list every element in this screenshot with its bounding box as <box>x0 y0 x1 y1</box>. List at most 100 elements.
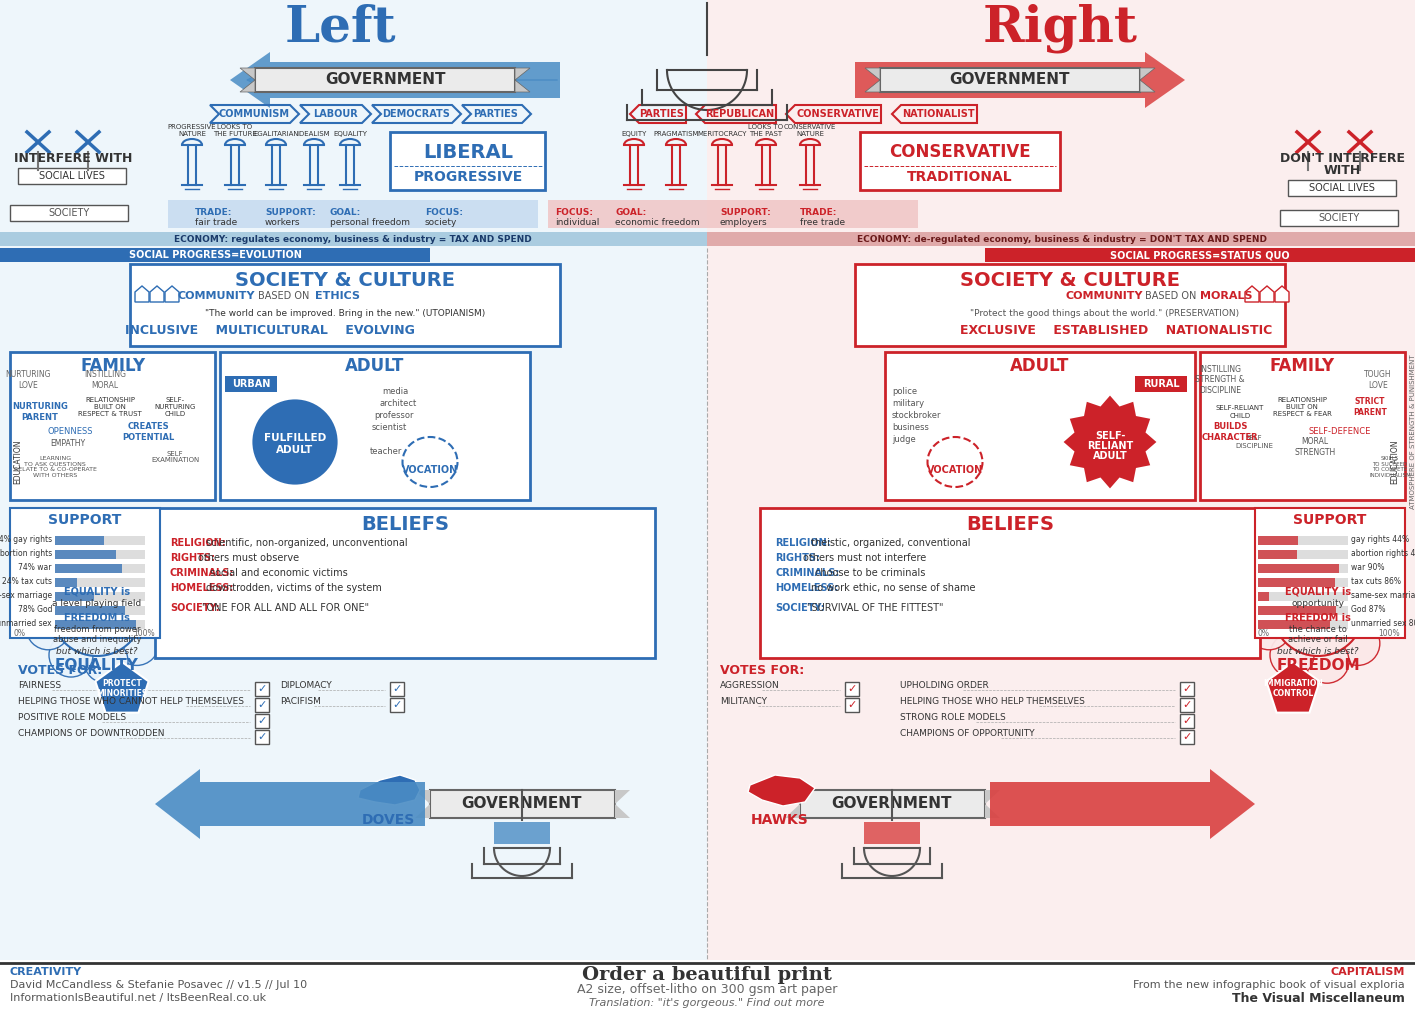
Bar <box>845 698 859 712</box>
Polygon shape <box>1259 286 1274 301</box>
Circle shape <box>1271 633 1315 677</box>
Text: URBAN: URBAN <box>232 379 270 389</box>
Text: PRAGMATISM: PRAGMATISM <box>654 131 699 137</box>
Text: teacher: teacher <box>369 448 402 457</box>
Text: MORAL
STRENGTH: MORAL STRENGTH <box>1295 437 1336 457</box>
Text: RELIGION:: RELIGION: <box>170 538 226 548</box>
Bar <box>708 232 1415 246</box>
Text: NATIONALIST: NATIONALIST <box>903 109 975 119</box>
Bar <box>1281 210 1398 226</box>
Text: CONSERVATIVE
NATURE: CONSERVATIVE NATURE <box>784 124 836 137</box>
Text: ADULT: ADULT <box>1092 451 1128 461</box>
Text: ✓: ✓ <box>1183 700 1191 710</box>
Text: SKILLS
TO SUCCEED
TO COMPETE
INDIVIDUALISM: SKILLS TO SUCCEED TO COMPETE INDIVIDUALI… <box>1370 456 1411 478</box>
Circle shape <box>250 398 340 486</box>
Circle shape <box>1336 555 1380 599</box>
Polygon shape <box>241 80 255 92</box>
Text: HELPING THOSE WHO HELP THEMSELVES: HELPING THOSE WHO HELP THEMSELVES <box>900 697 1085 706</box>
Text: IDEALISM: IDEALISM <box>297 131 330 137</box>
Text: HOMELESS:: HOMELESS: <box>170 583 233 593</box>
Bar <box>1180 730 1194 744</box>
Text: LOOKS TO
THE PAST: LOOKS TO THE PAST <box>749 124 784 137</box>
Text: ATMOSPHERE OF STRENGTH & PUNISHMENT: ATMOSPHERE OF STRENGTH & PUNISHMENT <box>1409 355 1415 509</box>
Circle shape <box>1305 537 1348 580</box>
Text: FREEDOM is: FREEDOM is <box>1285 613 1351 623</box>
Text: COMMUNITY: COMMUNITY <box>1065 291 1142 301</box>
Circle shape <box>83 537 127 580</box>
Text: individual: individual <box>555 218 600 227</box>
Text: professor: professor <box>374 412 413 420</box>
Bar <box>130 264 560 346</box>
Bar <box>55 536 103 545</box>
Bar <box>55 578 144 587</box>
Text: BUILDS
CHARACTER: BUILDS CHARACTER <box>1201 422 1258 442</box>
Circle shape <box>115 555 158 599</box>
Text: choose to be criminals: choose to be criminals <box>815 568 925 578</box>
Text: fair trade: fair trade <box>195 218 238 227</box>
Text: RIGHTS:: RIGHTS: <box>170 553 215 563</box>
Text: opportunity: opportunity <box>1292 600 1344 608</box>
Polygon shape <box>156 769 424 839</box>
Polygon shape <box>749 775 815 806</box>
Text: IMMIGRATION: IMMIGRATION <box>1264 680 1323 689</box>
Text: The Visual Miscellaneum: The Visual Miscellaneum <box>1232 991 1405 1005</box>
Circle shape <box>1247 570 1290 614</box>
Text: 0%: 0% <box>1258 630 1271 639</box>
Bar <box>1258 550 1296 559</box>
Bar <box>1288 180 1397 196</box>
Text: EDUCATION: EDUCATION <box>1391 439 1399 484</box>
Text: HELPING THOSE WHO CANNOT HELP THEMSELVES: HELPING THOSE WHO CANNOT HELP THEMSELVES <box>18 697 243 706</box>
Polygon shape <box>855 52 1184 108</box>
Text: EQUALITY: EQUALITY <box>333 131 366 137</box>
Circle shape <box>25 570 71 614</box>
Bar <box>494 822 550 844</box>
Bar <box>391 682 405 696</box>
Text: SELF-DEFENCE: SELF-DEFENCE <box>1309 427 1371 436</box>
Bar <box>55 606 125 615</box>
Text: ✓: ✓ <box>1183 732 1191 742</box>
Text: tax cuts 86%: tax cuts 86% <box>1351 577 1401 587</box>
Text: "Protect the good things about the world." (PRESERVATION): "Protect the good things about the world… <box>971 310 1240 319</box>
Text: FREEDOM: FREEDOM <box>1276 658 1360 673</box>
Text: scientific, non-organized, unconventional: scientific, non-organized, unconventiona… <box>207 538 408 548</box>
Text: scientist: scientist <box>372 423 408 432</box>
Polygon shape <box>358 775 420 805</box>
Bar <box>219 352 531 500</box>
Text: war 90%: war 90% <box>1351 563 1384 572</box>
Text: unmarried sex 80%: unmarried sex 80% <box>1351 619 1415 629</box>
Text: 74% war: 74% war <box>18 563 52 572</box>
Polygon shape <box>1266 662 1320 712</box>
Text: ETHICS: ETHICS <box>316 291 359 301</box>
Text: GOVERNMENT: GOVERNMENT <box>832 796 952 811</box>
Text: Right: Right <box>982 3 1138 53</box>
Polygon shape <box>865 80 880 92</box>
Text: SELF-
NURTURING
CHILD: SELF- NURTURING CHILD <box>154 397 195 417</box>
Text: judge: judge <box>891 435 916 445</box>
Text: SOCIAL LIVES: SOCIAL LIVES <box>40 171 105 181</box>
Bar <box>1258 564 1348 573</box>
Text: 100%: 100% <box>1378 630 1399 639</box>
Text: MERITOCRACY: MERITOCRACY <box>698 131 747 137</box>
Text: others must observe: others must observe <box>198 553 299 563</box>
Text: BASED ON: BASED ON <box>258 291 310 301</box>
Text: ✓: ✓ <box>258 684 266 694</box>
Bar <box>1255 508 1405 638</box>
Text: 78% God: 78% God <box>17 605 52 614</box>
Text: RIGHTS:: RIGHTS: <box>775 553 821 563</box>
Text: SOCIETY & CULTURE: SOCIETY & CULTURE <box>959 271 1180 289</box>
Text: ECONOMY: de-regulated economy, business & industry = DON'T TAX AND SPEND: ECONOMY: de-regulated economy, business … <box>857 234 1266 243</box>
Text: CAPITALISM: CAPITALISM <box>1330 967 1405 977</box>
Polygon shape <box>1245 286 1259 301</box>
Polygon shape <box>785 804 799 818</box>
Text: achieve or fail: achieve or fail <box>1288 636 1348 645</box>
Text: SOCIAL PROGRESS=EVOLUTION: SOCIAL PROGRESS=EVOLUTION <box>129 250 301 260</box>
Text: RELATIONSHIP
BUILT ON
RESPECT & FEAR: RELATIONSHIP BUILT ON RESPECT & FEAR <box>1272 397 1332 417</box>
Text: PROTECT: PROTECT <box>102 680 142 689</box>
Text: COMMUNITY: COMMUNITY <box>178 291 256 301</box>
Text: From the new infographic book of visual exploria: From the new infographic book of visual … <box>1133 980 1405 990</box>
Text: 90% unmarried sex: 90% unmarried sex <box>0 619 52 629</box>
Bar <box>1258 536 1348 545</box>
Text: REPUBLICAN: REPUBLICAN <box>706 109 774 119</box>
Text: RELIGION:: RELIGION: <box>775 538 831 548</box>
Circle shape <box>1247 606 1290 650</box>
